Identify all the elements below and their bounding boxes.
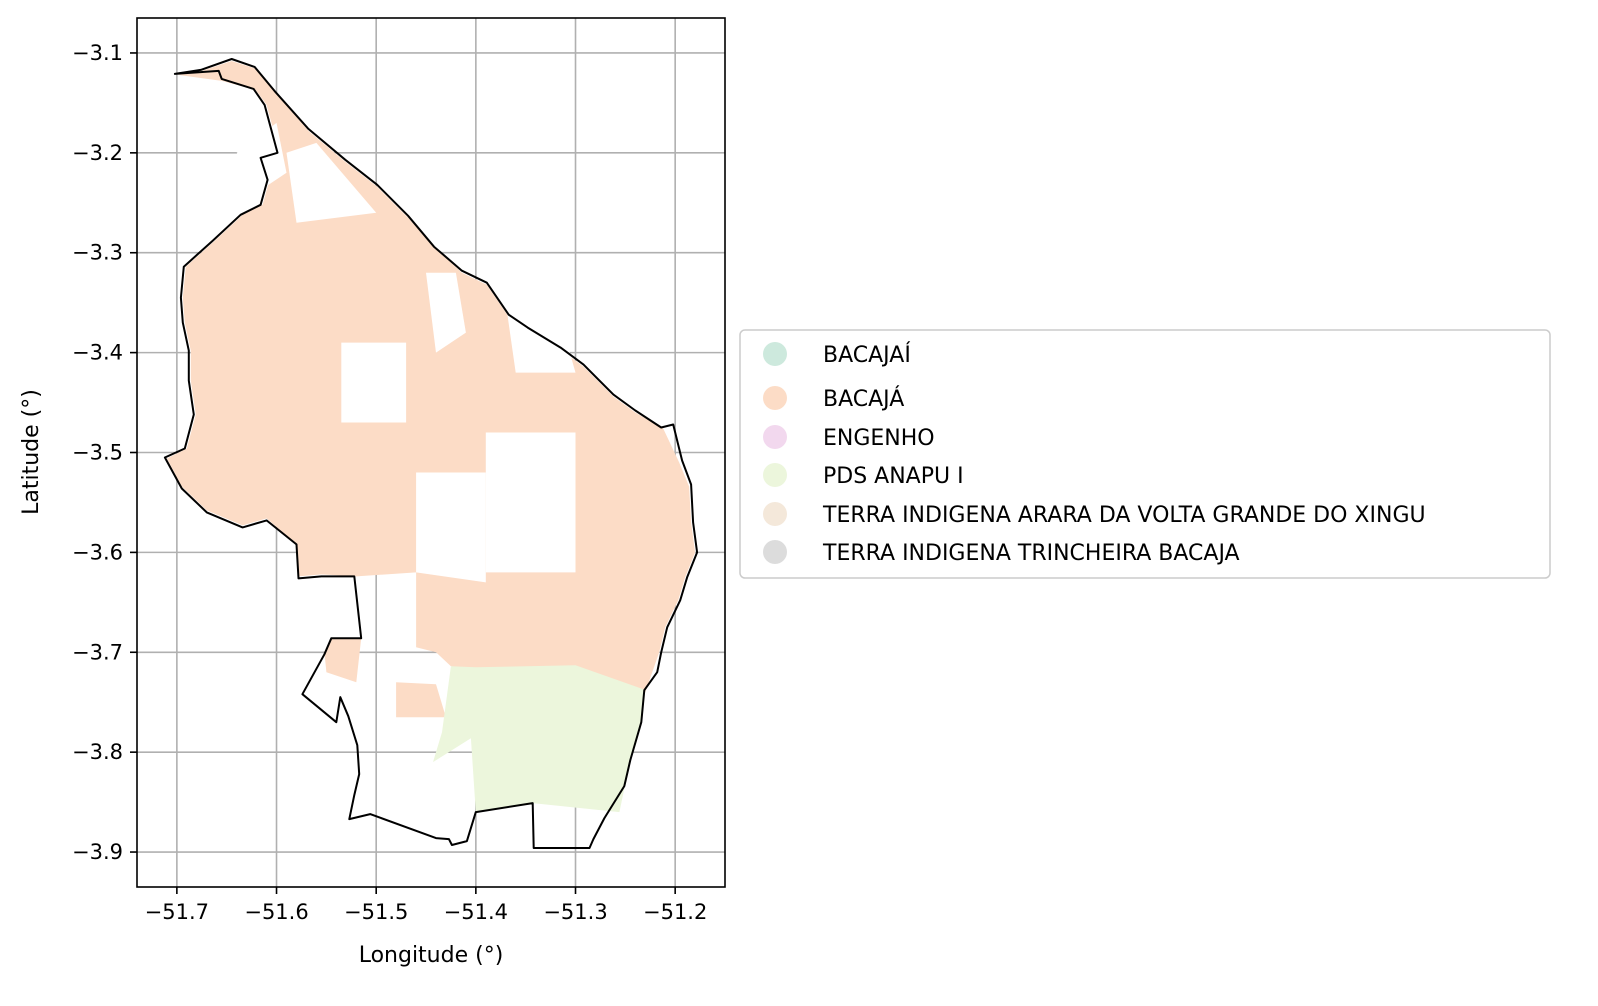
municipality-boundary [163,58,699,849]
region-gap [485,432,576,573]
region-gap [426,272,466,353]
y-tick-label: −3.3 [72,241,123,265]
legend-label: PDS ANAPU I [823,464,964,489]
x-tick-label: −51.5 [344,900,408,924]
legend: BACAJAÍ BACAJÁ ENGENHO PDS ANAPU I TERRA IND… [739,329,1551,579]
region-gap [341,342,407,423]
y-tick-label: −3.7 [72,640,123,664]
x-tick-label: −51.6 [244,900,308,924]
y-tick-label: −3.6 [72,540,123,564]
y-tick-label: −3.1 [72,41,123,65]
region-pds-anapu-i [433,665,644,813]
x-tick-label: −51.3 [543,900,607,924]
y-axis-label: Latitude (°) [19,389,44,515]
legend-label: BACAJAÍ [823,342,911,368]
y-axis-ticks: −3.1 −3.2 −3.3 −3.4 −3.5 −3.6 −3.7 −3.8 −3.9 [72,41,137,864]
y-tick-label: −3.9 [72,840,123,864]
boundary [163,58,699,849]
legend-marker [763,342,787,366]
region-gap [416,472,486,583]
x-axis-ticks: −51.7 −51.6 −51.5 −51.4 −51.3 −51.2 [145,887,707,924]
legend-marker [763,463,787,487]
legend-label: ENGENHO [823,426,935,451]
legend-marker [763,540,787,564]
region-bacaj- [324,638,362,683]
x-axis-label: Longitude (°) [359,943,504,968]
region-gap [286,142,377,223]
legend-label: TERRA INDIGENA ARARA DA VOLTA GRANDE DO … [822,503,1426,528]
legend-label: BACAJÁ [823,386,904,412]
y-tick-label: −3.4 [72,341,123,365]
regions [166,61,696,813]
y-tick-label: −3.5 [72,441,123,465]
y-tick-label: −3.8 [72,740,123,764]
region-bacaj- [396,682,446,718]
x-tick-label: −51.2 [643,900,707,924]
x-tick-label: −51.7 [145,900,209,924]
x-tick-label: −51.4 [444,900,508,924]
legend-frame [739,329,1551,579]
legend-marker [763,502,787,526]
legend-label: TERRA INDIGENA TRINCHEIRA BACAJA [822,541,1240,566]
legend-marker [763,425,787,449]
y-tick-label: −3.2 [72,141,123,165]
legend-marker [763,386,787,410]
region-gap [505,302,576,373]
